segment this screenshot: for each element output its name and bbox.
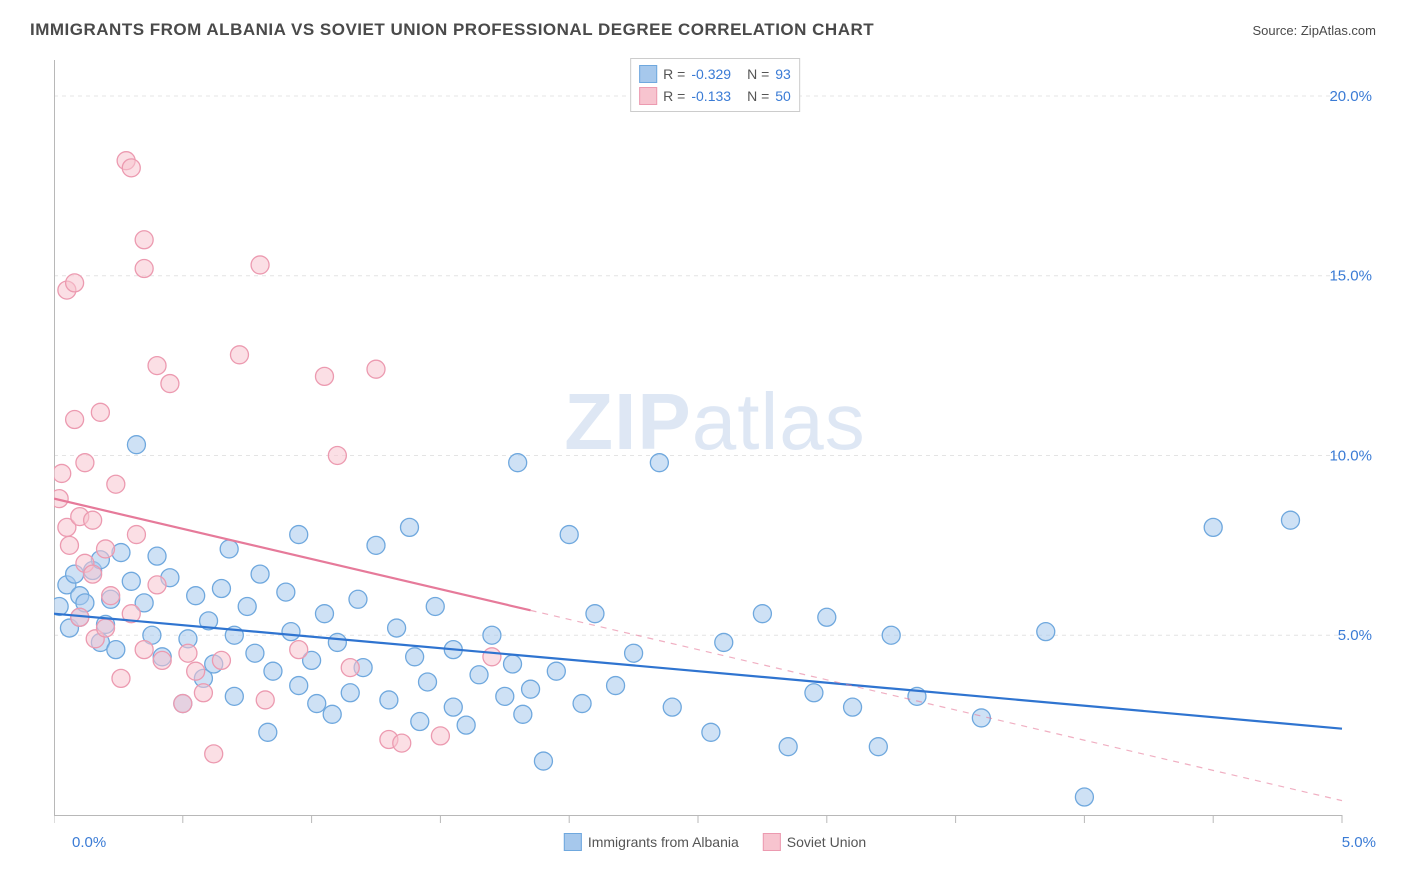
- chart-source: Source: ZipAtlas.com: [1252, 23, 1376, 38]
- x-axis-tick-left: 0.0%: [72, 834, 106, 851]
- chart-container: Professional Degree 5.0%10.0%15.0%20.0% …: [36, 56, 1376, 851]
- source-prefix: Source:: [1252, 23, 1300, 38]
- correlation-stats-box: R = -0.329 N = 93 R = -0.133 N = 50: [630, 58, 800, 112]
- x-axis-tick-right: 5.0%: [1342, 834, 1376, 851]
- stats-r-0: -0.329: [691, 66, 731, 82]
- stats-label-n: N =: [747, 88, 769, 104]
- stats-label-r: R =: [663, 66, 685, 82]
- chart-svg: 5.0% 10.0% 15.0% 20.0%: [54, 56, 1376, 851]
- swatch-series-1: [639, 87, 657, 105]
- svg-text:10.0%: 10.0%: [1329, 447, 1372, 464]
- svg-text:5.0%: 5.0%: [1338, 627, 1372, 644]
- stats-r-1: -0.133: [691, 88, 731, 104]
- svg-text:15.0%: 15.0%: [1329, 268, 1372, 285]
- legend-label-0: Immigrants from Albania: [588, 834, 739, 850]
- legend-swatch-1: [763, 833, 781, 851]
- chart-header: IMMIGRANTS FROM ALBANIA VS SOVIET UNION …: [30, 20, 1376, 40]
- chart-title: IMMIGRANTS FROM ALBANIA VS SOVIET UNION …: [30, 20, 874, 40]
- plot-area: 5.0%10.0%15.0%20.0% ZIPatlas R = -0.329 …: [54, 56, 1376, 851]
- stats-n-1: 50: [775, 88, 791, 104]
- legend-swatch-0: [564, 833, 582, 851]
- source-name[interactable]: ZipAtlas.com: [1301, 23, 1376, 38]
- stats-label-r: R =: [663, 88, 685, 104]
- swatch-series-0: [639, 65, 657, 83]
- legend-label-1: Soviet Union: [787, 834, 866, 850]
- stats-row-series-0: R = -0.329 N = 93: [639, 63, 791, 85]
- series-legend: Immigrants from Albania Soviet Union: [564, 833, 866, 851]
- legend-item-1[interactable]: Soviet Union: [763, 833, 866, 851]
- stats-row-series-1: R = -0.133 N = 50: [639, 85, 791, 107]
- legend-item-0[interactable]: Immigrants from Albania: [564, 833, 739, 851]
- stats-n-0: 93: [775, 66, 791, 82]
- svg-text:20.0%: 20.0%: [1329, 88, 1372, 105]
- stats-label-n: N =: [747, 66, 769, 82]
